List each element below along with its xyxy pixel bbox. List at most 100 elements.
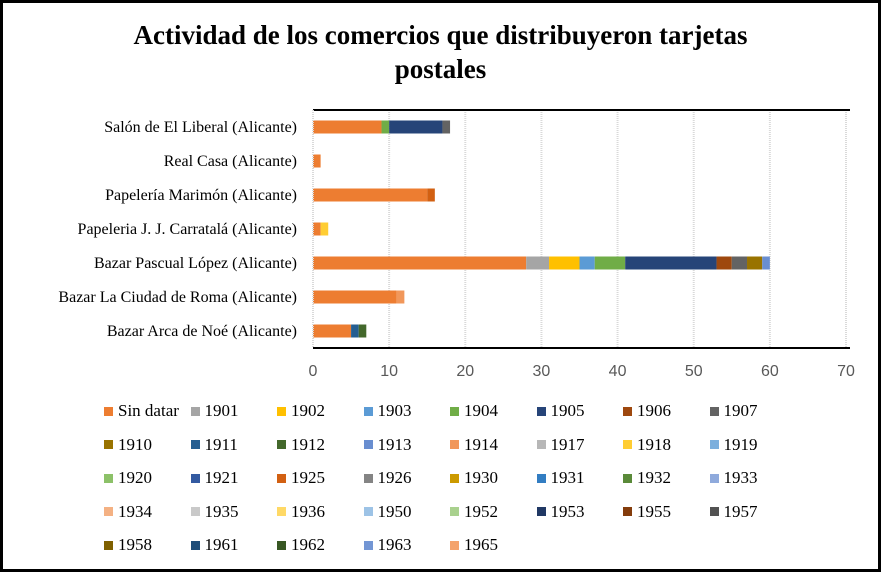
legend-swatch (709, 473, 719, 483)
legend-swatch (104, 440, 113, 449)
bar-segment-1911 (351, 324, 359, 338)
legend-swatch (536, 406, 546, 416)
category-label: Bazar Arca de Noé (Alicante) (107, 323, 297, 340)
legend-swatch (623, 440, 632, 449)
axes (312, 109, 850, 349)
legend-label: 1901 (204, 401, 239, 420)
legend-item: 1933 (709, 467, 758, 489)
legend-label: 1907 (723, 401, 758, 420)
bar-segment-sin-datar (313, 188, 428, 202)
legend-item: 1936 (277, 501, 325, 523)
bar-chart: Salón de El Liberal (Alicante) Real Casa … (58, 109, 855, 380)
legend-swatch (536, 440, 546, 449)
legend-label: 1965 (464, 535, 498, 554)
legend-item: 1901 (190, 400, 239, 422)
legend-label: 1906 (637, 401, 671, 420)
bar-segment-1912 (358, 324, 367, 338)
legend-label: 1919 (723, 434, 758, 454)
legend-item: 1931 (536, 467, 585, 489)
legend-item: 1952 (450, 501, 498, 523)
legend-label: 1921 (204, 468, 239, 487)
legend-item: 1920 (104, 467, 152, 489)
bar-segment-sin-datar (313, 256, 527, 270)
legend-swatch (536, 507, 546, 516)
chart-title-line-2: postales (394, 54, 487, 84)
legend-item: 1962 (277, 534, 325, 556)
legend-item: 1965 (450, 534, 498, 556)
legend-item: 1906 (623, 400, 671, 422)
legend-item: 1905 (536, 400, 585, 422)
bars (313, 120, 770, 338)
legend-label: 1962 (291, 535, 325, 554)
bar-segment-1918 (320, 222, 329, 236)
legend-swatch (277, 540, 286, 550)
bar-segment-1905 (625, 256, 717, 270)
legend-swatch (190, 473, 200, 483)
legend-swatch (709, 440, 719, 449)
legend-label: 1925 (291, 468, 325, 487)
legend-label: 1911 (204, 434, 238, 454)
bar-segment-1914 (396, 290, 405, 304)
legend-item: 1935 (190, 501, 239, 523)
x-tick-label: 20 (456, 363, 474, 380)
legend-label: 1953 (550, 501, 585, 521)
legend-swatch (623, 406, 632, 416)
legend-swatch (190, 540, 200, 550)
legend-item: 1904 (450, 400, 498, 422)
legend-label: 1958 (118, 535, 152, 554)
legend-swatch (104, 406, 113, 416)
legend-item: Sin datar (104, 400, 179, 422)
legend-swatch (104, 507, 113, 516)
legend-label: 1913 (377, 434, 412, 454)
x-tick-label: 10 (380, 363, 398, 380)
legend-label: 1955 (637, 501, 671, 521)
legend-item: 1918 (623, 434, 671, 456)
bar-segment-1925 (427, 188, 435, 202)
legend-item: 1930 (450, 467, 498, 489)
legend-label: 1950 (377, 501, 412, 521)
x-tick-labels: 0 10 20 30 40 50 60 70 (309, 363, 855, 380)
legend-label: 1902 (291, 401, 325, 420)
category-label: Bazar Pascual López (Alicante) (94, 255, 297, 272)
legend-item: 1950 (363, 501, 412, 523)
legend-item: 1912 (277, 434, 325, 456)
category-label: Salón de El Liberal (Alicante) (104, 119, 297, 136)
legend-swatch (363, 507, 373, 516)
legend-item: 1925 (277, 467, 325, 489)
legend-label: 1934 (118, 501, 152, 521)
bar-segment-1903 (579, 256, 595, 270)
legend-item: 1926 (363, 467, 412, 489)
x-tick-label: 40 (609, 363, 627, 380)
legend-item: 1934 (104, 501, 152, 523)
bar-segment-1904 (381, 120, 390, 134)
legend-swatch (277, 406, 286, 416)
category-label: Real Casa (Alicante) (164, 153, 297, 170)
legend-swatch (190, 406, 200, 416)
legend-label: 1931 (550, 468, 585, 487)
legend-label: 1903 (377, 401, 412, 420)
x-tick-label: 60 (761, 363, 779, 380)
legend-swatch (104, 540, 113, 550)
legend-label: 1904 (464, 401, 498, 420)
bar-segment-1907 (442, 120, 451, 134)
bar-segment-1901 (526, 256, 550, 270)
legend-swatch (363, 440, 373, 449)
legend-swatch (190, 507, 200, 516)
legend-item: 1961 (190, 534, 239, 556)
bar-segment-1905 (389, 120, 443, 134)
bar-segment-1904 (594, 256, 626, 270)
legend-label: 1963 (377, 535, 412, 554)
bar-segment-sin-datar (313, 222, 321, 236)
legend-swatch (623, 473, 632, 483)
bar-segment-sin-datar (313, 324, 352, 338)
legend-swatch (363, 473, 373, 483)
legend-swatch (709, 507, 719, 516)
category-labels: Salón de El Liberal (Alicante) Real Casa … (58, 119, 297, 340)
legend-label: 1936 (291, 501, 325, 521)
chart-title: Actividad de los comercios que distribuy… (0, 18, 881, 86)
legend-item: 1953 (536, 501, 585, 523)
legend-label: 1917 (550, 434, 585, 454)
legend-swatch (623, 507, 632, 516)
legend-swatch (363, 406, 373, 416)
legend-item: 1955 (623, 501, 671, 523)
